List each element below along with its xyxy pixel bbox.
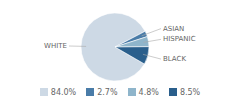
svg-text:BLACK: BLACK: [163, 55, 186, 63]
svg-text:ASIAN: ASIAN: [163, 25, 184, 33]
html-text:2.7%: 2.7%: [97, 87, 118, 97]
html-text:8.5%: 8.5%: [179, 87, 201, 97]
html-text:4.8%: 4.8%: [138, 87, 159, 97]
html-text:84.0%: 84.0%: [50, 87, 77, 97]
svg-text:WHITE: WHITE: [44, 42, 67, 50]
svg-text:HISPANIC: HISPANIC: [163, 35, 196, 43]
